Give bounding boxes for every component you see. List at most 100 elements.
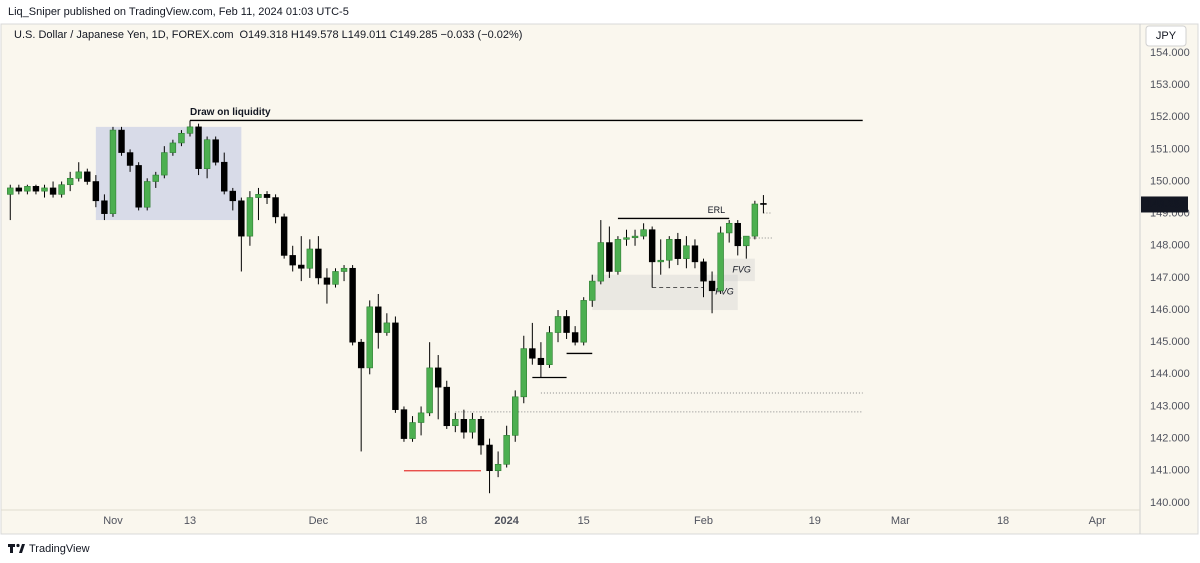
candle-body [674, 239, 682, 259]
x-tick-label: Feb [694, 515, 713, 527]
candle-body [7, 187, 14, 195]
candle-body [606, 242, 613, 272]
candle-body [520, 348, 527, 398]
y-tick-label: 151.000 [1150, 143, 1190, 155]
candle-body [118, 129, 125, 153]
candle-body [101, 200, 108, 214]
y-tick-label: 141.000 [1150, 465, 1190, 477]
candle-body [366, 306, 373, 369]
level-label: ERL [708, 205, 726, 215]
candles [7, 120, 767, 494]
candle-body [212, 139, 219, 163]
candle-body [597, 242, 605, 282]
candle-body [494, 463, 502, 472]
candle-body [195, 126, 202, 169]
candle-body [203, 139, 211, 169]
y-tick-label: 144.000 [1150, 368, 1190, 380]
last-price-label: 149.285 [1146, 198, 1186, 210]
candle-body [477, 419, 485, 446]
publisher: Liq_Sniper published on TradingView.com,… [8, 6, 349, 18]
candle-body [460, 419, 468, 433]
candle-body [452, 419, 459, 427]
candle-body [546, 332, 553, 365]
zone-label: FVG [715, 287, 734, 297]
zone [720, 258, 755, 282]
y-tick-label: 148.000 [1150, 240, 1190, 252]
candle-body [375, 306, 382, 333]
candle-body [469, 419, 476, 433]
y-tick-label: 154.000 [1150, 47, 1190, 59]
candle-body [640, 229, 647, 237]
candle-body [392, 322, 399, 410]
y-tick-label: 152.000 [1150, 111, 1190, 123]
candle-body [263, 194, 271, 198]
x-tick-label: 13 [184, 515, 196, 527]
candle-body [503, 435, 510, 465]
x-tick-label: Nov [103, 515, 123, 527]
candle-body [332, 271, 339, 285]
x-tick-label: 19 [809, 515, 821, 527]
candle-body [340, 267, 348, 272]
candle-body [238, 200, 245, 237]
currency-label[interactable]: JPY [1156, 30, 1177, 42]
candle-body [152, 174, 159, 182]
candle-body [400, 409, 408, 439]
candle-body [135, 165, 142, 208]
candle-body [15, 187, 23, 192]
candle-body [169, 142, 177, 153]
candle-body [315, 248, 322, 279]
candle-body [571, 332, 579, 343]
candle-body [426, 367, 433, 414]
y-tick-label: 153.000 [1150, 79, 1190, 91]
currency-button[interactable] [1145, 25, 1187, 47]
y-tick-label: 146.000 [1150, 304, 1190, 316]
candle-body [725, 222, 733, 234]
y-tick-label: 147.000 [1150, 272, 1190, 284]
candle-body [700, 261, 707, 282]
candle-body [512, 396, 519, 436]
candle-body [614, 239, 622, 272]
candle-body [280, 216, 288, 256]
candle-body [221, 161, 228, 192]
level-label: Draw on liquidity [190, 107, 271, 118]
y-tick-label: 142.000 [1150, 432, 1190, 444]
candle-body [708, 280, 716, 292]
candle-body [657, 259, 664, 263]
y-tick-label: 143.000 [1150, 400, 1190, 412]
zone [95, 126, 242, 221]
zone-label: FVG [732, 264, 751, 274]
footer-brand: TradingView [29, 543, 90, 555]
candle-body [443, 386, 450, 427]
candle-body [357, 341, 365, 369]
candle-body [760, 203, 767, 205]
candle-body [49, 187, 57, 195]
candle-body [41, 187, 48, 192]
candle-body [92, 181, 100, 202]
chart-title: U.S. Dollar / Japanese Yen, 1D, FOREX.co… [14, 29, 234, 41]
candle-body [383, 322, 391, 333]
candle-body [563, 316, 570, 333]
candle-body [161, 152, 168, 176]
x-tick-label: 18 [415, 515, 427, 527]
candle-body [255, 194, 262, 198]
candle-body [409, 422, 416, 439]
candle-body [84, 171, 91, 182]
candle-body [417, 412, 425, 423]
candle-body [75, 171, 82, 179]
candle-body [272, 197, 279, 218]
candle-body [126, 152, 134, 166]
candle-body [323, 277, 331, 285]
zone [592, 274, 738, 311]
candle-body [306, 248, 314, 269]
candle-body [289, 255, 296, 266]
candle-body [486, 444, 493, 472]
y-tick-label: 140.000 [1150, 497, 1190, 509]
x-tick-label: 2024 [494, 515, 519, 527]
y-tick-label: 150.000 [1150, 175, 1190, 187]
candle-body [109, 129, 117, 214]
candle-body [580, 300, 587, 343]
candle-body [623, 237, 630, 240]
candle-body [229, 190, 237, 202]
tv-logo [8, 543, 25, 553]
candle-body [683, 245, 690, 259]
